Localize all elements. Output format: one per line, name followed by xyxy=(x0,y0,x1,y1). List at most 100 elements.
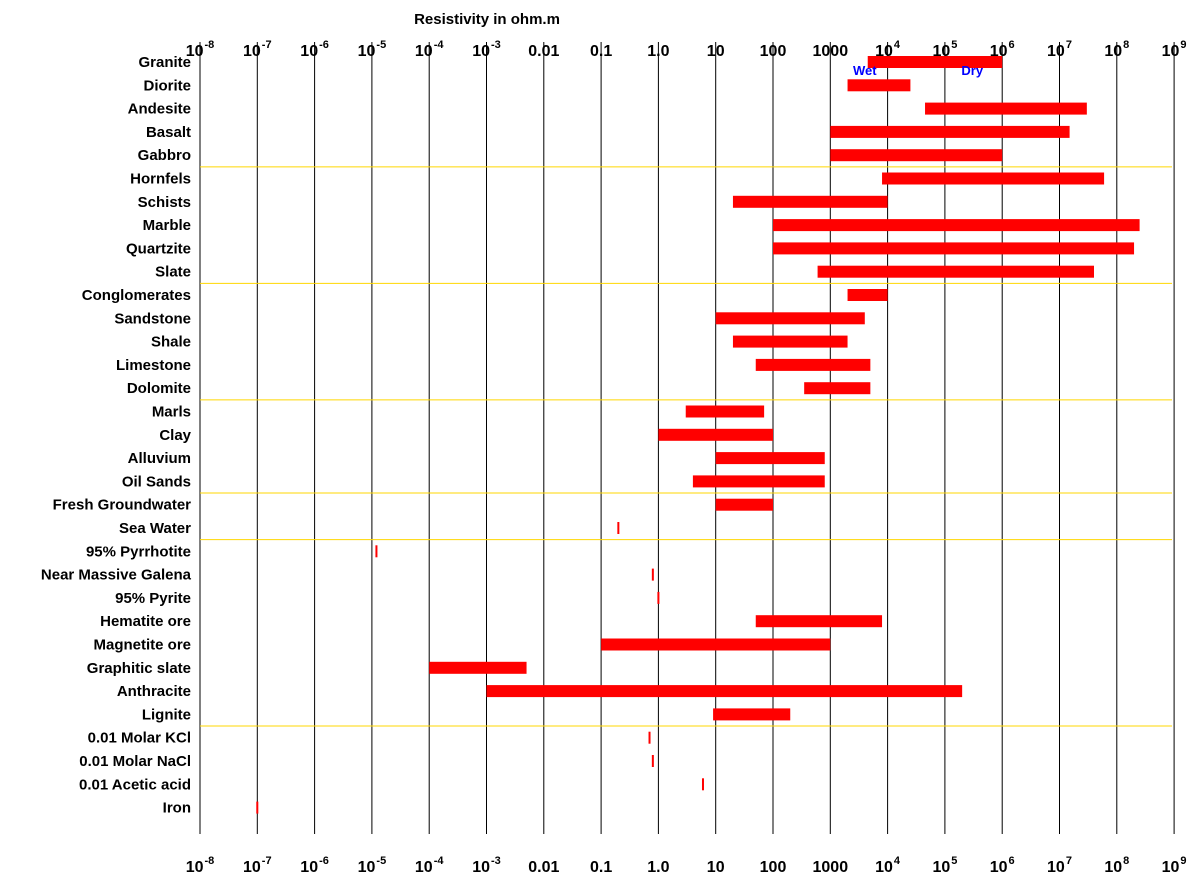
tick-label: 105 xyxy=(932,39,957,60)
range-bar xyxy=(817,265,1094,278)
tick-label: 10-8 xyxy=(186,39,215,60)
range-bar xyxy=(830,125,1070,138)
tick-label: 10-4 xyxy=(415,855,444,876)
range-bar xyxy=(658,428,773,441)
range-bar xyxy=(701,778,704,791)
tick-label: 100 xyxy=(760,859,787,876)
tick-label: 10-3 xyxy=(472,855,501,876)
tick-label: 109 xyxy=(1162,39,1187,60)
row-label: Sandstone xyxy=(114,310,191,327)
row-label: Slate xyxy=(155,264,191,281)
tick-label: 1.0 xyxy=(647,43,669,60)
range-bar xyxy=(715,312,865,325)
range-bar xyxy=(692,475,825,488)
row-label: 0.01 Molar NaCl xyxy=(79,753,191,770)
row-label: Graphitic slate xyxy=(87,660,191,677)
row-label: Hornfels xyxy=(130,171,191,188)
range-bars xyxy=(256,56,1140,814)
row-label: Near Massive Galena xyxy=(41,567,192,584)
row-label: Granite xyxy=(138,54,191,71)
row-label: Limestone xyxy=(116,357,191,374)
range-bar xyxy=(755,615,883,628)
row-label: Schists xyxy=(138,194,191,211)
range-bar xyxy=(648,731,651,744)
tick-label: 108 xyxy=(1104,39,1129,60)
row-label: Quartzite xyxy=(126,240,191,257)
tick-label: 10-4 xyxy=(415,39,444,60)
range-bar xyxy=(715,498,773,511)
row-label: Conglomerates xyxy=(82,287,191,304)
tick-label: 10-8 xyxy=(186,855,215,876)
range-bar xyxy=(847,289,888,301)
tick-label: 10-3 xyxy=(472,39,501,60)
range-bar xyxy=(882,172,1105,185)
row-label: Andesite xyxy=(128,101,191,118)
range-bar xyxy=(651,755,654,767)
range-bar xyxy=(486,685,963,698)
range-bar xyxy=(804,382,871,395)
tick-label: 1000 xyxy=(813,859,849,876)
tick-label: 0.1 xyxy=(590,859,612,876)
tick-label: 0.01 xyxy=(528,43,559,60)
row-label: 95% Pyrrhotite xyxy=(86,543,191,560)
row-label: Fresh Groundwater xyxy=(53,497,192,514)
group-separators xyxy=(200,166,1172,727)
annotations: Wet Dry xyxy=(853,63,984,78)
axis-title: Resistivity in ohm.m xyxy=(414,11,560,28)
range-bar xyxy=(847,79,911,92)
range-bar xyxy=(755,358,871,371)
tick-label: 1.0 xyxy=(647,859,669,876)
tick-label: 105 xyxy=(932,855,957,876)
row-label: Marls xyxy=(152,404,191,421)
range-bar xyxy=(685,405,765,418)
tick-label: 106 xyxy=(990,39,1015,60)
range-bar xyxy=(715,452,825,465)
row-label: 95% Pyrite xyxy=(115,590,191,607)
row-label: Iron xyxy=(163,800,191,817)
gridlines xyxy=(199,42,1175,834)
row-label: 0.01 Molar KCl xyxy=(88,730,191,747)
row-label: 0.01 Acetic acid xyxy=(79,776,191,793)
annotation-label: Wet xyxy=(853,63,877,78)
range-bar xyxy=(429,661,527,674)
tick-label: 108 xyxy=(1104,855,1129,876)
range-bar xyxy=(713,708,791,721)
row-label: Marble xyxy=(143,217,191,234)
tick-label: 10 xyxy=(707,43,725,60)
range-bar xyxy=(651,568,654,581)
row-label: Hematite ore xyxy=(100,613,191,630)
top-tick-labels: 10-8 10-7 10-6 10-5 10-4 10-3 0.01 0.1 1.0 10 100 1… xyxy=(186,39,1187,60)
tick-label: 0.1 xyxy=(590,43,612,60)
range-bar xyxy=(830,149,1003,162)
tick-label: 10-5 xyxy=(358,39,387,60)
tick-label: 1000 xyxy=(813,43,849,60)
row-labels: Granite Diorite Andesite Basalt Gabbro Hornfe… xyxy=(41,54,192,817)
row-label: Sea Water xyxy=(119,520,191,537)
range-bar xyxy=(601,638,831,651)
range-bar xyxy=(773,219,1140,232)
tick-label: 0.01 xyxy=(528,859,559,876)
range-bar xyxy=(732,335,848,348)
tick-label: 104 xyxy=(875,39,901,60)
row-label: Magnetite ore xyxy=(93,637,191,654)
range-bar xyxy=(375,545,378,558)
range-bar xyxy=(617,522,620,534)
annotation-label: Dry xyxy=(961,63,983,78)
range-bar xyxy=(657,591,660,604)
tick-label: 10 xyxy=(707,859,725,876)
bottom-tick-labels: 10-8 10-7 10-6 10-5 10-4 10-3 0.01 0.1 1.0 10 100 1… xyxy=(186,855,1187,876)
range-bar xyxy=(867,56,1003,68)
row-label: Shale xyxy=(151,334,191,351)
tick-label: 10-5 xyxy=(358,855,387,876)
row-label: Diorite xyxy=(143,77,191,94)
tick-label: 107 xyxy=(1047,39,1072,60)
tick-label: 10-6 xyxy=(300,39,329,60)
range-bar xyxy=(925,102,1087,115)
tick-label: 100 xyxy=(760,43,787,60)
tick-label: 109 xyxy=(1162,855,1187,876)
tick-label: 107 xyxy=(1047,855,1072,876)
row-label: Oil Sands xyxy=(122,473,191,490)
range-bar xyxy=(773,242,1135,255)
row-label: Anthracite xyxy=(117,683,191,700)
